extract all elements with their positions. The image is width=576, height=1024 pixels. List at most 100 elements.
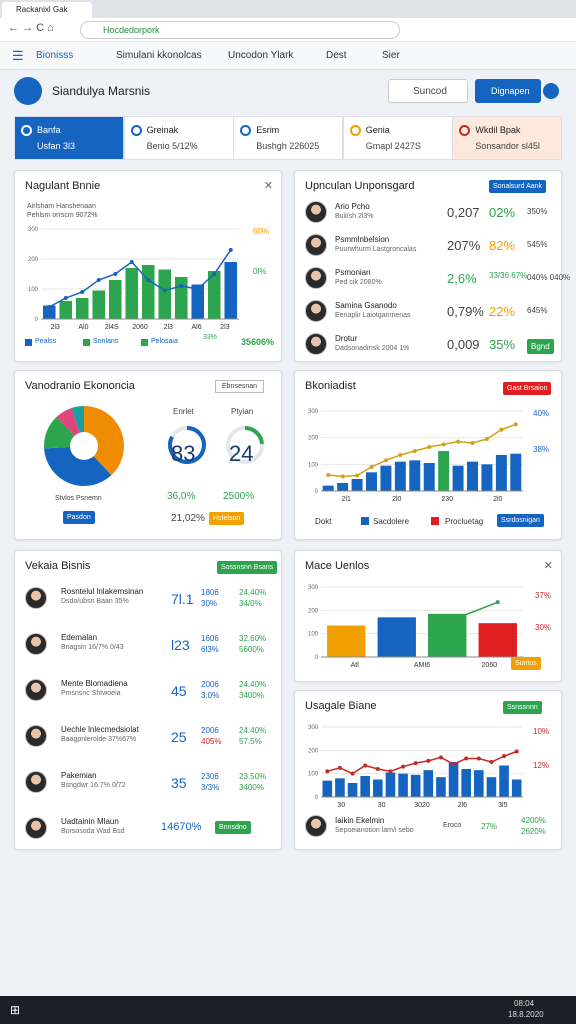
- kpi-card[interactable]: Wkdil Bpak Sonsandor sl45l: [452, 116, 563, 160]
- bar: [423, 463, 435, 491]
- person-name: Pakemian: [61, 771, 97, 780]
- start-button[interactable]: ⊞: [10, 1003, 21, 1017]
- avatar: [25, 725, 47, 747]
- bar: [75, 298, 89, 319]
- stat: 35606%: [241, 337, 275, 347]
- person-name: Samina Gsanodo: [335, 301, 397, 310]
- metric: 3400%: [239, 783, 264, 792]
- person-name: Mente Blomadiena: [61, 679, 128, 688]
- bookmark[interactable]: Dest: [326, 50, 347, 61]
- person-sub: Baagpnlerolde 37%67%: [61, 736, 137, 743]
- bookmark[interactable]: Uncodon Ylark: [228, 50, 294, 61]
- legend-label: Sonlans: [93, 338, 119, 345]
- bar: [373, 779, 383, 797]
- page-title: Siandulya Marsnis: [52, 84, 151, 98]
- bookmark[interactable]: Bionisss: [36, 50, 74, 61]
- bookmark[interactable]: Simulani kkonolcas: [116, 50, 202, 61]
- avatar: [25, 771, 47, 793]
- nav-icons: ← → C ⌂: [8, 22, 54, 34]
- header-button[interactable]: Dignapen: [475, 79, 541, 103]
- person-name: Psmmlnbelsion: [335, 235, 390, 244]
- y-tick-label: 200: [28, 257, 39, 263]
- person-sub: Ped cik 2080%: [335, 279, 382, 286]
- metric: 27%: [481, 822, 498, 831]
- kpi-card[interactable]: Esrim Bushgh 226025: [233, 116, 344, 160]
- panel-button[interactable]: Sossnsnn Bsans: [217, 561, 278, 574]
- address-bar[interactable]: Hocdedorpork: [80, 21, 400, 39]
- pie-chart: [44, 406, 124, 486]
- stat: 33%: [203, 334, 218, 341]
- metric: 1606: [201, 634, 219, 643]
- kpi-card[interactable]: Greinak Benio 5/12%: [123, 116, 234, 160]
- row-button[interactable]: Bnnsdno: [215, 821, 251, 834]
- avatar: [25, 679, 47, 701]
- pill[interactable]: Hsfelson: [209, 512, 245, 525]
- panel-button[interactable]: Pasdon: [63, 511, 95, 524]
- metric: 645%: [527, 306, 548, 315]
- panel: Nagulant Bnnie ✕ Airlsham Hanshenaan Pehlsm…: [14, 170, 282, 362]
- bookmark[interactable]: Sier: [382, 50, 400, 61]
- panel-title: Mace Uenlos: [305, 560, 370, 572]
- bar: [461, 769, 471, 797]
- bar: [452, 465, 464, 491]
- kpi-sub: Sonsandor sl45l: [475, 141, 540, 151]
- kpi-sub: Benio 5/12%: [146, 141, 198, 151]
- bar: [322, 780, 333, 797]
- bar: [108, 280, 122, 319]
- search-box[interactable]: Suncod: [388, 79, 468, 103]
- kpi-sub: Bushgh 226025: [256, 141, 320, 151]
- kpi-title: Banfa: [37, 125, 61, 135]
- bar: [327, 625, 366, 657]
- x-tick-label: Al6: [192, 324, 202, 331]
- kpi-card[interactable]: Genia Gmapl 2427S: [342, 116, 453, 160]
- x-tick-label: 2l3: [164, 324, 173, 331]
- panel: Usagale Biane Ssnssnnn 0 100 200 300 30 30 3020 2…: [294, 690, 562, 850]
- panel-title: Upnculan Unponsgard: [305, 180, 415, 192]
- y-tick-label: 300: [308, 725, 319, 731]
- close-icon[interactable]: ✕: [263, 180, 273, 192]
- bar: [398, 773, 408, 797]
- legend-label: Procluetag: [445, 517, 484, 526]
- metric: 5600%: [239, 645, 264, 654]
- taskbar: [0, 996, 576, 1024]
- bar: [486, 777, 497, 797]
- metric: 2006: [201, 680, 219, 689]
- annotation: 30%: [535, 623, 552, 632]
- bar: [467, 461, 478, 491]
- person-sub: Bsngdwr 16.7% 0/72: [61, 782, 126, 789]
- line: [327, 750, 517, 775]
- chart: 0 100 200 300 2l3 Al0 2l4S 2060 2l3 Al6 2l3: [28, 227, 239, 331]
- metric[interactable]: Bgnd: [527, 339, 554, 354]
- metric: 207%: [447, 238, 481, 253]
- close-icon[interactable]: ✕: [543, 560, 553, 572]
- browser-tab[interactable]: Rackanixl Gak: [2, 2, 92, 18]
- kpi-title: Esrim: [256, 125, 280, 135]
- y-tick-label: 0: [315, 795, 319, 801]
- metric: 7l.1: [171, 591, 194, 607]
- annotation: 60%: [253, 227, 270, 236]
- person-sub: Sepoeianotion lam/i sebo: [335, 827, 414, 834]
- x-tick-label: 30: [378, 802, 386, 809]
- metric: 57.5%: [239, 737, 262, 746]
- person-name: Psmonian: [335, 268, 371, 277]
- legend-button[interactable]: Ssrdosnigan: [497, 514, 544, 527]
- panel-button[interactable]: Sonalsurd Aank: [489, 180, 547, 193]
- bar: [351, 479, 363, 491]
- metric: 24.40%: [239, 588, 267, 597]
- gauge-label: Ptyian: [231, 407, 254, 416]
- bar: [380, 465, 392, 491]
- x-tick-label: 230: [441, 496, 453, 503]
- kpi-card[interactable]: Banfa Usfan 3l3: [14, 116, 124, 160]
- panel-button[interactable]: Suntos: [511, 657, 541, 670]
- person-name: Uadtainin Mlaun: [61, 817, 119, 826]
- y-tick-label: 0: [35, 317, 39, 323]
- gauge-value: 83: [171, 441, 196, 466]
- y-tick-label: 200: [308, 608, 319, 614]
- dropdown[interactable]: Ebnsesnan: [215, 380, 265, 393]
- x-tick-label: 2060: [482, 662, 498, 669]
- panel-button[interactable]: Gast Brsaion: [503, 382, 552, 395]
- panel-title: Vanodranio Ekononcia: [25, 380, 135, 392]
- annotation: 12%: [533, 761, 550, 770]
- panel-button[interactable]: Ssnssnnn: [503, 701, 542, 714]
- annotation: 0l%: [253, 267, 267, 276]
